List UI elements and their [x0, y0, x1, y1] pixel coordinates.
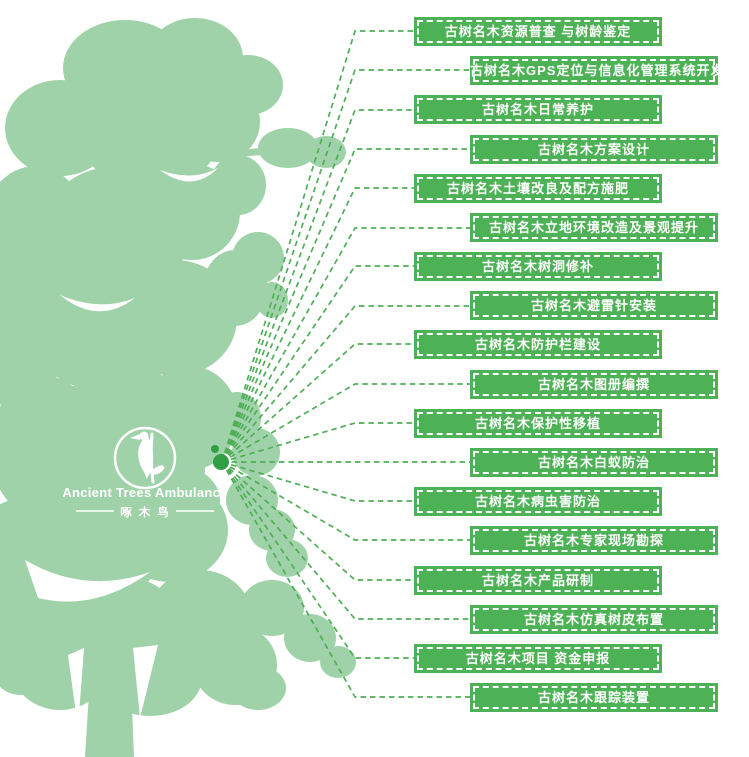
service-box: 古树名木白蚁防治 [470, 448, 718, 477]
service-box: 古树名木病虫害防治 [414, 487, 662, 516]
service-box: 古树名木防护栏建设 [414, 330, 662, 359]
connector-line [221, 265, 414, 463]
woodpecker-icon [130, 431, 165, 484]
service-box: 古树名木方案设计 [470, 135, 718, 164]
service-box: 古树名木图册编撰 [470, 370, 718, 399]
service-box: 古树名木GPS定位与信息化管理系统开发 [470, 56, 723, 85]
connector-line [221, 461, 414, 659]
service-box: 古树名木资源普查 与树龄鉴定 [414, 17, 662, 46]
logo-title: Ancient Trees Ambulance [62, 485, 227, 500]
service-box: 古树名木土壤改良及配方施肥 [414, 174, 662, 203]
logo-subtitle: 啄木鸟 [120, 505, 176, 519]
connector-lines [221, 30, 470, 698]
connector-line [221, 461, 470, 698]
connector-line [221, 305, 470, 463]
connector-line [221, 461, 470, 541]
connector-line [221, 30, 414, 463]
tree-trunk [85, 598, 134, 757]
service-box: 古树名木保护性移植 [414, 409, 662, 438]
tree-silhouette [0, 18, 356, 757]
logo: Ancient Trees Ambulance 啄木鸟 [62, 426, 227, 519]
logo-circle [113, 426, 177, 490]
connector-line [221, 109, 414, 463]
connector-line [221, 461, 414, 581]
service-box: 古树名木仿真树皮布置 [470, 605, 718, 634]
connector-line [221, 343, 414, 463]
service-box: 古树名木跟踪装置 [470, 683, 718, 712]
connector-line [221, 187, 414, 463]
service-box: 古树名木产品研制 [414, 566, 662, 595]
service-box: 古树名木避雷针安装 [470, 291, 718, 320]
hub-dot-small [211, 445, 219, 453]
connector-line [221, 461, 470, 620]
canopy-highlights [25, 168, 218, 728]
hub-dot [213, 454, 229, 470]
service-box: 古树名木立地环境改造及景观提升 [470, 213, 718, 242]
connector-line [221, 227, 470, 463]
service-box: 古树名木树洞修补 [414, 252, 662, 281]
service-box: 古树名木专家现场勘探 [470, 526, 718, 555]
connector-line [221, 383, 470, 463]
service-box: 古树名木日常养护 [414, 95, 662, 124]
connector-line [221, 69, 470, 463]
service-box: 古树名木项目 资金申报 [414, 644, 662, 673]
